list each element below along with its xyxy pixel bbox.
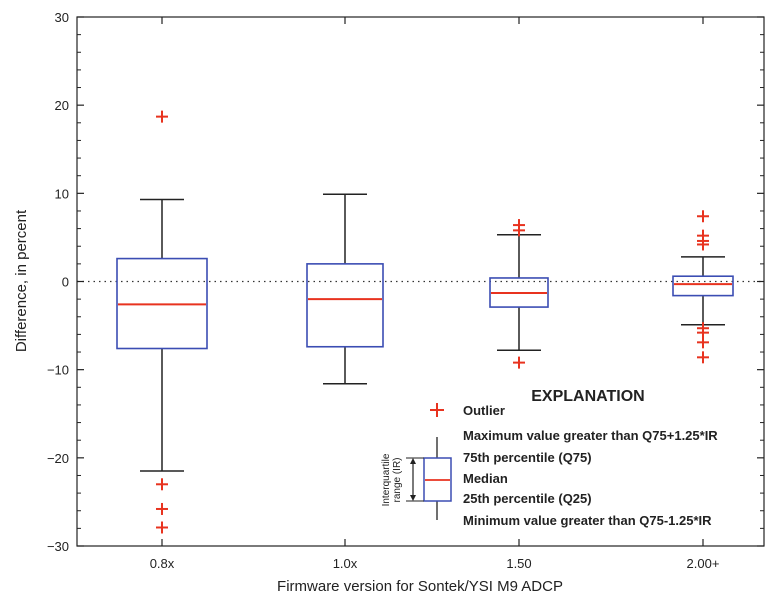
- y-tick-label: 30: [55, 10, 69, 25]
- iqr-box: [672, 275, 734, 297]
- x-tick-label: 0.8x: [150, 556, 175, 571]
- legend-outlier-label: Outlier: [463, 403, 505, 418]
- legend-title: EXPLANATION: [531, 388, 644, 405]
- x-axis: 0.8x 1.0x 1.50 2.00+: [150, 17, 720, 571]
- legend-max-label: Maximum value greater than Q75+1.25*IR: [463, 428, 718, 443]
- outlier-marker: [697, 351, 709, 364]
- legend: EXPLANATION Outlier Interquartile range …: [381, 388, 718, 528]
- outlier-marker: [156, 521, 168, 534]
- legend-q25-label: 25th percentile (Q25): [463, 491, 592, 506]
- outlier-marker: [697, 238, 709, 251]
- boxes-layer: [116, 110, 734, 534]
- y-tick-label: 10: [55, 186, 69, 201]
- x-tick-label: 1.50: [506, 556, 531, 571]
- legend-outlier-marker: [430, 403, 444, 417]
- x-tick-label: 1.0x: [333, 556, 358, 571]
- iqr-box: [116, 257, 208, 350]
- iqr-box: [306, 263, 384, 348]
- outlier-marker: [156, 502, 168, 515]
- legend-iqr-arrow-down: [410, 495, 416, 501]
- iqr-box: [489, 277, 549, 308]
- legend-median-label: Median: [463, 471, 508, 486]
- y-tick-label: −30: [47, 539, 69, 554]
- y-tick-label: 20: [55, 98, 69, 113]
- box-group: [489, 219, 549, 369]
- outlier-marker: [513, 356, 525, 369]
- box-group: [306, 193, 384, 385]
- box-group: [672, 210, 734, 364]
- y-tick-label: −10: [47, 363, 69, 378]
- outlier-marker: [156, 110, 168, 123]
- legend-iqr-label-2: range (IR): [392, 457, 403, 502]
- legend-q75-label: 75th percentile (Q75): [463, 450, 592, 465]
- outlier-marker: [697, 210, 709, 223]
- legend-min-label: Minimum value greater than Q75-1.25*IR: [463, 513, 712, 528]
- outlier-marker: [513, 224, 525, 237]
- x-axis-title: Firmware version for Sontek/YSI M9 ADCP: [277, 578, 563, 595]
- box-group: [116, 110, 208, 534]
- y-tick-label: 0: [62, 275, 69, 290]
- outlier-marker: [156, 478, 168, 491]
- x-tick-label: 2.00+: [687, 556, 720, 571]
- y-axis-title: Difference, in percent: [13, 209, 30, 352]
- y-axis: −30 −20 −10 0 10 20 30: [47, 10, 764, 554]
- legend-iqr-arrow-up: [410, 458, 416, 464]
- outlier-marker: [697, 336, 709, 349]
- y-tick-label: −20: [47, 451, 69, 466]
- legend-iqr-label-1: Interquartile: [381, 453, 392, 506]
